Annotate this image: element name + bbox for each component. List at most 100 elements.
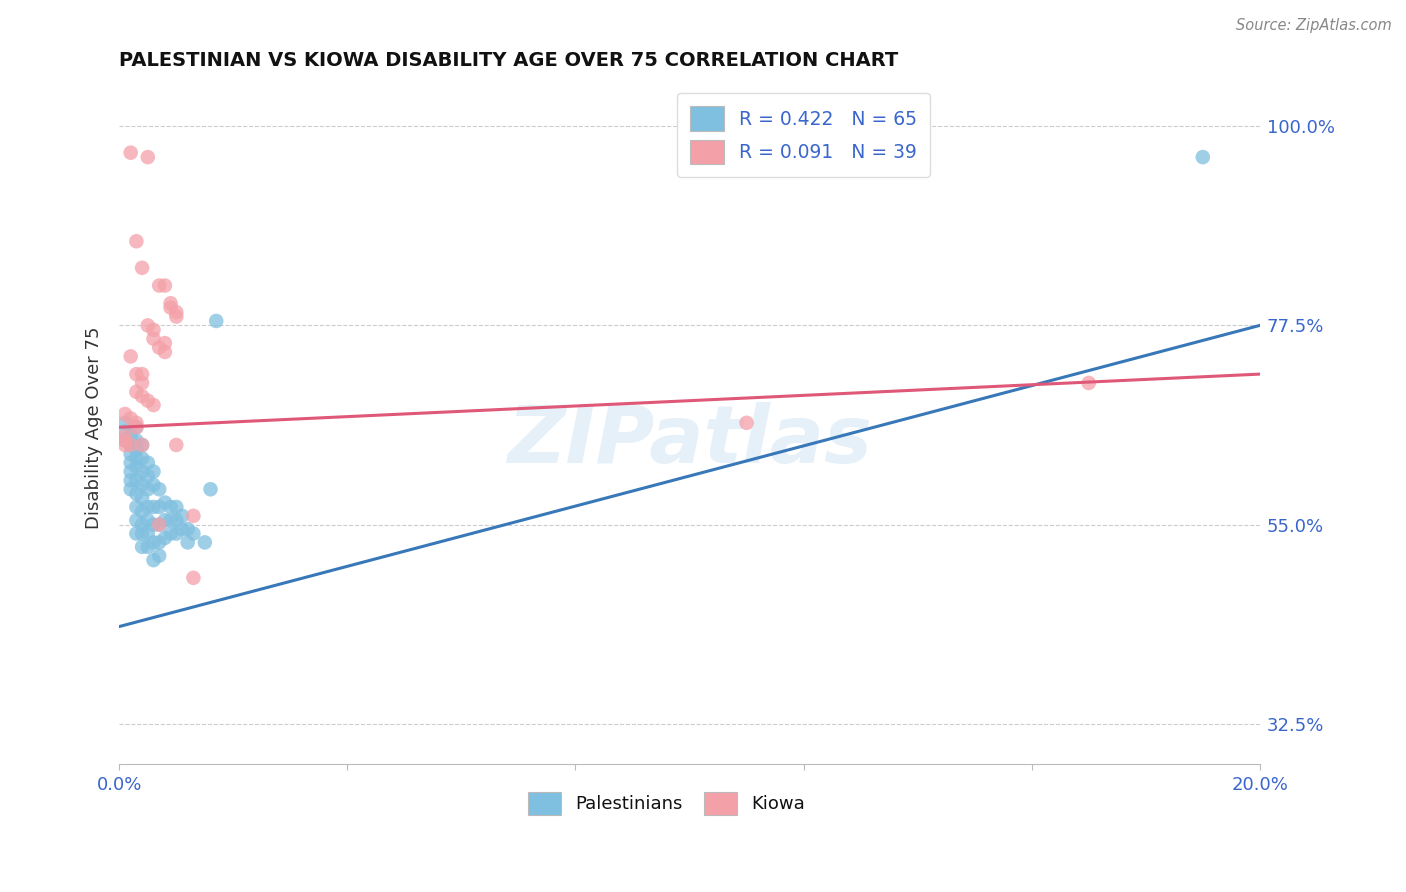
Point <box>159 526 181 541</box>
Point <box>177 522 200 536</box>
Point <box>125 474 148 488</box>
Point <box>125 526 148 541</box>
Point <box>131 438 153 452</box>
Point <box>125 500 148 514</box>
Point <box>148 278 170 293</box>
Point <box>1191 150 1213 164</box>
Point <box>148 517 170 532</box>
Point <box>120 411 142 425</box>
Point <box>136 393 159 408</box>
Point <box>153 513 176 527</box>
Point <box>125 420 148 434</box>
Point <box>125 420 148 434</box>
Text: ZIPatlas: ZIPatlas <box>508 401 872 480</box>
Point <box>165 526 187 541</box>
Point <box>159 296 181 310</box>
Point <box>131 465 153 479</box>
Point <box>120 438 142 452</box>
Point <box>148 517 170 532</box>
Point <box>142 500 165 514</box>
Point <box>136 318 159 333</box>
Point <box>170 522 193 536</box>
Text: PALESTINIAN VS KIOWA DISABILITY AGE OVER 75 CORRELATION CHART: PALESTINIAN VS KIOWA DISABILITY AGE OVER… <box>120 51 898 70</box>
Point <box>205 314 228 328</box>
Point <box>131 526 153 541</box>
Point <box>125 416 148 430</box>
Point <box>125 460 148 475</box>
Y-axis label: Disability Age Over 75: Disability Age Over 75 <box>86 326 103 528</box>
Point <box>120 429 142 443</box>
Point <box>125 442 148 457</box>
Point <box>114 407 136 421</box>
Point <box>114 434 136 448</box>
Point <box>120 145 142 160</box>
Point <box>120 447 142 461</box>
Point <box>142 478 165 492</box>
Point <box>131 478 153 492</box>
Point <box>136 456 159 470</box>
Point <box>125 367 148 381</box>
Point <box>125 234 148 248</box>
Point <box>170 508 193 523</box>
Point <box>131 260 153 275</box>
Point <box>142 465 165 479</box>
Point <box>131 389 153 403</box>
Point <box>153 531 176 545</box>
Point <box>136 513 159 527</box>
Point <box>114 416 136 430</box>
Point <box>131 504 153 518</box>
Point <box>735 416 758 430</box>
Point <box>120 482 142 496</box>
Point <box>200 482 222 496</box>
Point <box>131 517 153 532</box>
Point <box>153 495 176 509</box>
Point <box>183 526 205 541</box>
Point <box>148 535 170 549</box>
Point <box>142 398 165 412</box>
Point <box>131 376 153 390</box>
Point <box>136 540 159 554</box>
Point <box>120 474 142 488</box>
Point <box>125 384 148 399</box>
Point <box>165 438 187 452</box>
Point <box>136 500 159 514</box>
Point <box>165 310 187 324</box>
Point <box>114 425 136 439</box>
Point <box>136 469 159 483</box>
Legend: Palestinians, Kiowa: Palestinians, Kiowa <box>522 784 813 822</box>
Point <box>153 345 176 359</box>
Point <box>148 500 170 514</box>
Point <box>114 438 136 452</box>
Point <box>131 540 153 554</box>
Point <box>159 513 181 527</box>
Point <box>131 451 153 466</box>
Point <box>125 434 148 448</box>
Point <box>142 553 165 567</box>
Point <box>159 500 181 514</box>
Point <box>142 332 165 346</box>
Point <box>165 500 187 514</box>
Point <box>1077 376 1099 390</box>
Point <box>142 323 165 337</box>
Point <box>125 451 148 466</box>
Point <box>125 486 148 500</box>
Point <box>194 535 217 549</box>
Point <box>136 482 159 496</box>
Point <box>153 278 176 293</box>
Point <box>159 301 181 315</box>
Point <box>183 508 205 523</box>
Point <box>136 526 159 541</box>
Point <box>114 434 136 448</box>
Point <box>183 571 205 585</box>
Point <box>131 367 153 381</box>
Point <box>120 438 142 452</box>
Point <box>120 350 142 364</box>
Point <box>125 513 148 527</box>
Point <box>131 491 153 505</box>
Point <box>114 429 136 443</box>
Point <box>177 535 200 549</box>
Point <box>153 336 176 351</box>
Point <box>165 305 187 319</box>
Point <box>148 341 170 355</box>
Point <box>120 456 142 470</box>
